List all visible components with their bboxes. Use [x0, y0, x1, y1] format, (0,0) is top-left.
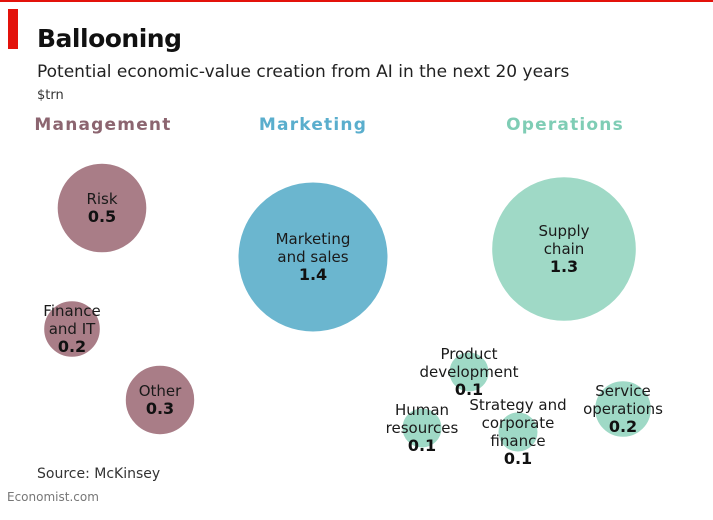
bubble-label-human-resources-line-1: resources [386, 419, 459, 437]
bubble-product-development [448, 351, 490, 393]
group-label-operations: Operations [506, 115, 624, 135]
bubbles [43, 162, 652, 453]
bubble-value-human-resources: 0.1 [408, 436, 436, 455]
bubble-value-service-operations: 0.2 [609, 417, 637, 436]
bubble-label-marketing-and-sales-line-1: and sales [277, 248, 348, 266]
brand-footer: Economist.com [7, 490, 99, 504]
bubble-label-product-development-line-0: Product [441, 345, 498, 363]
bubble-label-supply-chain-line-1: chain [544, 240, 585, 258]
bubble-marketing-and-sales [237, 181, 389, 333]
bubble-label-finance-and-it-line-0: Finance [43, 302, 100, 320]
bubble-value-finance-and-it: 0.2 [58, 337, 86, 356]
chart-subtitle: Potential economic-value creation from A… [37, 62, 570, 82]
bubble-label-marketing-and-sales-line-0: Marketing [276, 230, 351, 248]
bubble-label-service-operations-line-1: operations [583, 400, 663, 418]
bubble-risk [56, 162, 148, 254]
bubble-supply-chain [491, 176, 637, 322]
bubble-value-product-development: 0.1 [455, 380, 483, 399]
bubble-strategy-and-corporate-finance [497, 411, 539, 453]
bubble-label-risk-line-0: Risk [86, 190, 117, 208]
bubble-label-human-resources-line-0: Human [395, 401, 449, 419]
bubble-label-strategy-and-corporate-finance-line-0: Strategy and [469, 396, 566, 414]
chart-unit: $trn [37, 88, 64, 103]
bubble-other [124, 364, 196, 436]
bubble-label-product-development-line-1: development [420, 363, 519, 381]
bubble-value-marketing-and-sales: 1.4 [299, 265, 327, 284]
top-rule [0, 0, 713, 2]
group-label-marketing: Marketing [259, 115, 367, 135]
source-note: Source: McKinsey [37, 466, 161, 482]
bubble-label-other-line-0: Other [139, 382, 182, 400]
group-label-management: Management [34, 115, 171, 135]
bubble-value-supply-chain: 1.3 [550, 257, 578, 276]
bubble-value-other: 0.3 [146, 399, 174, 418]
bubble-label-strategy-and-corporate-finance-line-1: corporate [482, 414, 555, 432]
bubble-human-resources [401, 407, 443, 449]
bubble-value-strategy-and-corporate-finance: 0.1 [504, 449, 532, 468]
brand-red-tag [8, 9, 18, 49]
bubble-label-strategy-and-corporate-finance-line-2: finance [490, 432, 545, 450]
chart-title: Ballooning [37, 24, 182, 53]
bubble-finance-and-it [43, 300, 101, 358]
bubble-label-service-operations-line-0: Service [595, 382, 650, 400]
bubble-label-finance-and-it-line-1: and IT [49, 320, 96, 338]
bubble-service-operations [594, 380, 652, 438]
bubble-label-supply-chain-line-0: Supply [538, 222, 589, 240]
bubble-value-risk: 0.5 [88, 207, 116, 226]
